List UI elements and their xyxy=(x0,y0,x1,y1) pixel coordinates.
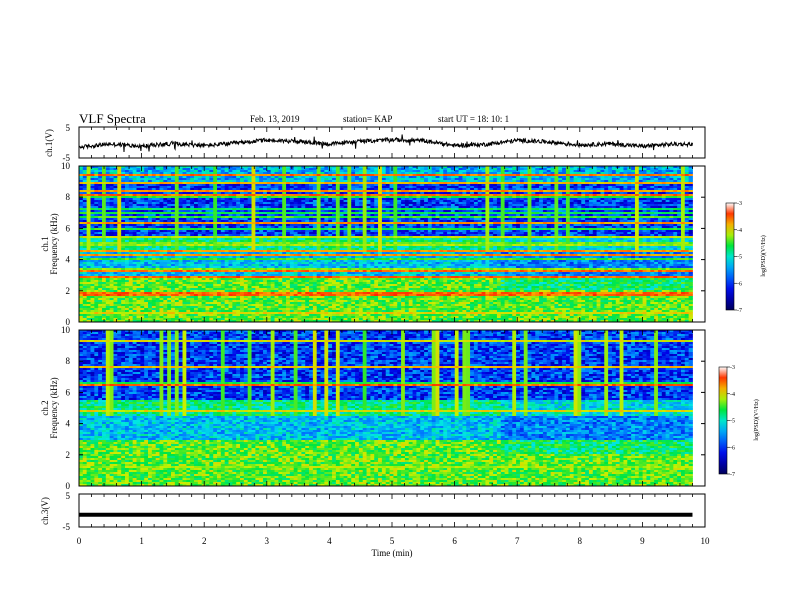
ch1-voltage-panel: 5 -5 ch.1(V) xyxy=(44,123,706,163)
time-tick-label: 3 xyxy=(265,536,270,546)
spectrogram-ytick-label: 8 xyxy=(66,356,71,366)
ch2-colorbar-gradient xyxy=(718,366,728,475)
ch2-spectrogram-panel: 0 2 4 6 8 10 ch.2 Frequency (kHz) xyxy=(40,325,706,491)
ch1-colorbar-gradient xyxy=(725,202,735,311)
colorbar-tick-label: -5 xyxy=(730,419,735,425)
time-tick-label: 4 xyxy=(327,536,332,546)
time-axis-ticks xyxy=(78,127,706,527)
time-tick-label: 7 xyxy=(515,536,520,546)
ch1-spectrogram-image xyxy=(79,166,693,323)
ch1-spectrogram-ylabel: Frequency (kHz) xyxy=(49,213,59,274)
spectrogram-ytick-label: 0 xyxy=(66,317,71,327)
spectrogram-ytick-label: 4 xyxy=(66,255,71,265)
spectrogram-ytick-label: 6 xyxy=(66,223,71,233)
ch1-spectrogram-channel-label: ch.1 xyxy=(40,236,50,251)
ch1-spectrogram-panel: 0 2 4 6 8 10 ch.1 Frequency (kHz) xyxy=(40,161,706,327)
spectrogram-ytick-label: 0 xyxy=(66,481,71,491)
colorbar-tick-label: -4 xyxy=(737,228,742,234)
ch1-colorbar-label: log(PSD)(V²/Hz) xyxy=(760,235,767,276)
time-axis-label: Time (min) xyxy=(372,548,413,558)
time-tick-label: 10 xyxy=(701,536,711,546)
date-label: Feb. 13, 2019 xyxy=(250,114,300,124)
station-label: station= KAP xyxy=(343,114,392,124)
time-tick-label: 1 xyxy=(139,536,144,546)
spectrogram-ytick-label: 2 xyxy=(66,450,71,460)
time-tick-label: 6 xyxy=(452,536,457,546)
colorbar-tick-label: -3 xyxy=(730,365,735,371)
time-tick-label: 5 xyxy=(390,536,395,546)
ch3-voltage-ytick-top: 5 xyxy=(66,491,71,501)
time-tick-label: 9 xyxy=(640,536,645,546)
ch2-spectrogram-ylabel: Frequency (kHz) xyxy=(49,377,59,438)
ch1-voltage-trace xyxy=(78,134,693,153)
spectrogram-ytick-label: 6 xyxy=(66,387,71,397)
colorbar-tick-label: -4 xyxy=(730,392,735,398)
time-tick-label: 8 xyxy=(578,536,583,546)
colorbar-tick-label: -5 xyxy=(737,255,742,261)
spectrogram-ytick-label: 10 xyxy=(61,161,71,171)
spectrogram-ytick-label: 10 xyxy=(61,325,71,335)
spectrogram-ytick-label: 2 xyxy=(66,286,71,296)
spectrogram-ytick-label: 8 xyxy=(66,192,71,202)
colorbar-tick-label: -7 xyxy=(737,308,742,314)
colorbar-tick-label: -6 xyxy=(730,445,735,451)
time-tick-label: 2 xyxy=(202,536,207,546)
ch3-voltage-ylabel: ch.3(V) xyxy=(40,497,50,525)
ch1-voltage-ytick-top: 5 xyxy=(66,123,71,133)
ch3-voltage-panel: 5 -5 ch.3(V) xyxy=(40,491,706,532)
ch1-colorbar: -3 -4 -5 -6 -7 log(PSD)(V²/Hz) xyxy=(725,201,767,314)
ch1-voltage-ylabel: ch.1(V) xyxy=(44,129,54,157)
ch2-spectrogram-channel-label: ch.2 xyxy=(40,400,50,415)
colorbar-tick-label: -3 xyxy=(737,201,742,207)
ch1-voltage-ytick-bottom: -5 xyxy=(63,153,71,163)
ch2-spectrogram-image xyxy=(79,330,693,487)
time-tick-label: 0 xyxy=(77,536,82,546)
ch2-colorbar-label: log(PSD)(V²/Hz) xyxy=(753,399,760,440)
time-axis-tick-labels: 0 1 2 3 4 5 6 7 8 9 10 xyxy=(77,536,710,546)
ch2-colorbar: -3 -4 -5 -6 -7 log(PSD)(V²/Hz) xyxy=(718,365,760,478)
start-time-label: start UT = 18: 10: 1 xyxy=(438,114,509,124)
colorbar-tick-label: -7 xyxy=(730,472,735,478)
figure-title: VLF Spectra xyxy=(79,111,146,126)
ch3-voltage-ytick-bottom: -5 xyxy=(63,522,71,532)
colorbar-tick-label: -6 xyxy=(737,281,742,287)
spectrogram-ytick-label: 4 xyxy=(66,419,71,429)
